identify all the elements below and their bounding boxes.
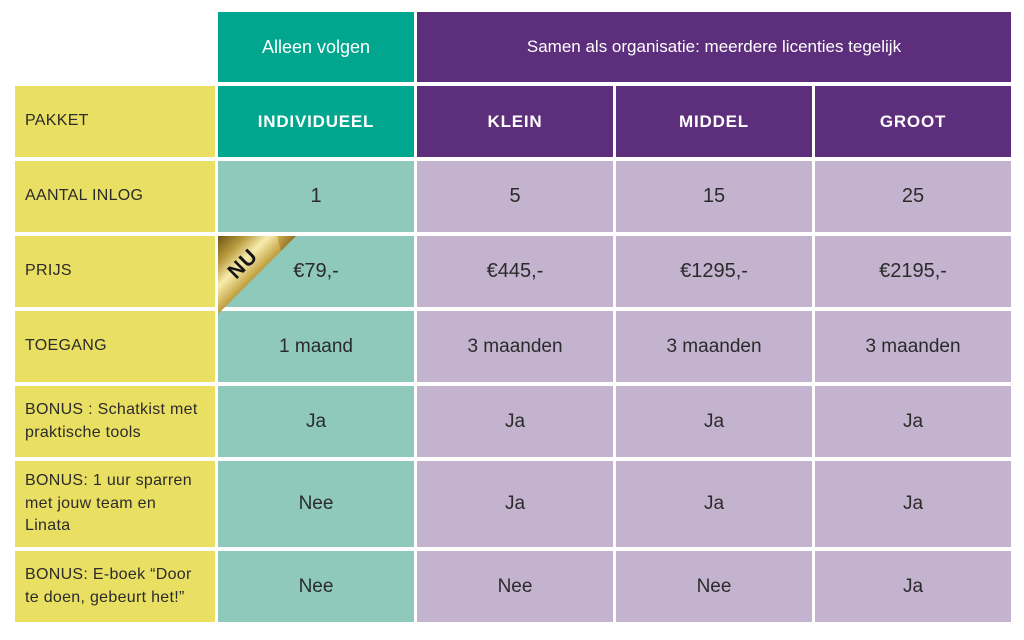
eboek-groot: Ja [815,551,1011,622]
row-label-prijs: PRIJS [15,236,215,307]
row-label-bonus-eboek: BONUS: E-boek “Door te doen, gebeurt het… [15,551,215,622]
toegang-individueel: 1 maand [218,311,414,382]
eboek-individueel: Nee [218,551,414,622]
top-left-spacer [15,12,215,82]
aantal-individueel: 1 [218,161,414,232]
plan-header-klein: KLEIN [417,86,613,157]
schatkist-individueel: Ja [218,386,414,457]
nu-ribbon-icon: NU [218,236,296,314]
pricing-table: Alleen volgen Samen als organisatie: mee… [15,12,1011,622]
schatkist-middel: Ja [616,386,812,457]
plan-header-groot: GROOT [815,86,1011,157]
toegang-klein: 3 maanden [417,311,613,382]
sparren-groot: Ja [815,461,1011,547]
prijs-groot: €2195,- [815,236,1011,307]
sparren-middel: Ja [616,461,812,547]
aantal-klein: 5 [417,161,613,232]
prijs-individueel-value: €79,- [293,260,339,282]
nu-ribbon-label: NU [223,244,262,283]
corner-label-pakket: PAKKET [15,86,215,157]
plan-header-middel: MIDDEL [616,86,812,157]
schatkist-groot: Ja [815,386,1011,457]
group-header-organization: Samen als organisatie: meerdere licentie… [417,12,1011,82]
prijs-middel: €1295,- [616,236,812,307]
toegang-middel: 3 maanden [616,311,812,382]
sparren-klein: Ja [417,461,613,547]
aantal-groot: 25 [815,161,1011,232]
row-label-toegang: TOEGANG [15,311,215,382]
aantal-middel: 15 [616,161,812,232]
toegang-groot: 3 maanden [815,311,1011,382]
row-label-bonus-sparren: BONUS: 1 uur sparren met jouw team en Li… [15,461,215,547]
schatkist-klein: Ja [417,386,613,457]
group-header-individual: Alleen volgen [218,12,414,82]
prijs-klein: €445,- [417,236,613,307]
row-label-aantal-inlog: AANTAL INLOG [15,161,215,232]
eboek-klein: Nee [417,551,613,622]
sparren-individueel: Nee [218,461,414,547]
plan-header-individueel: INDIVIDUEEL [218,86,414,157]
prijs-individueel: NU €79,- [218,236,414,314]
row-label-bonus-schatkist: BONUS : Schatkist met praktische tools [15,386,215,457]
eboek-middel: Nee [616,551,812,622]
